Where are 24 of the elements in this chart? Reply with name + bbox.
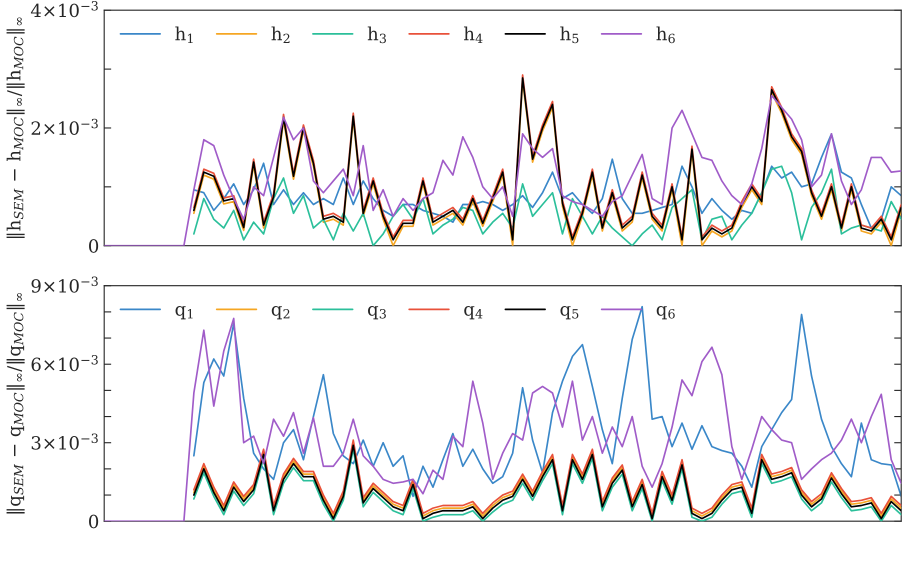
legend-label: h$_{3}$ [368,26,386,44]
y-tick-label: 4×10$^{−3}$ [30,1,98,18]
line-series [193,306,902,498]
legend-label: q$_{5}$ [560,306,578,320]
y-tick-label: 3×10$^{−3}$ [32,434,98,450]
line-series [193,165,902,246]
legend-label: q$_{1}$ [176,306,193,320]
legend-label: q$_{3}$ [368,306,386,320]
legend-label: q$_{2}$ [272,306,290,320]
legend-label: h$_{2}$ [272,26,290,44]
text: ‖q$_{SEM}$ − q$_{MOC}$‖$_{∞}$/‖q$_{MOC}$‖$_{∞}$ [6,293,25,514]
y-tick-label: 0 [89,514,98,528]
y-tick-label: 6×10$^{−3}$ [32,355,98,372]
y-tick-label: 9×10$^{−3}$ [32,276,98,293]
legend-label: h$_{5}$ [560,26,578,44]
legend-label: h$_{4}$ [464,26,483,44]
legend-label: h$_{1}$ [175,26,193,44]
text: ‖h$_{SEM}$ − h$_{MOC}$‖$_{∞}$/‖h$_{MOC}$‖$_{∞}$ [6,18,25,238]
legend-label: h$_{6}$ [656,26,675,44]
legend-label: q$_{6}$ [656,306,675,320]
legend-label: q$_{4}$ [464,306,482,320]
y-tick-label: 0 [89,239,98,253]
y-tick-label: 2×10$^{−3}$ [32,118,98,135]
line-series [193,133,902,229]
